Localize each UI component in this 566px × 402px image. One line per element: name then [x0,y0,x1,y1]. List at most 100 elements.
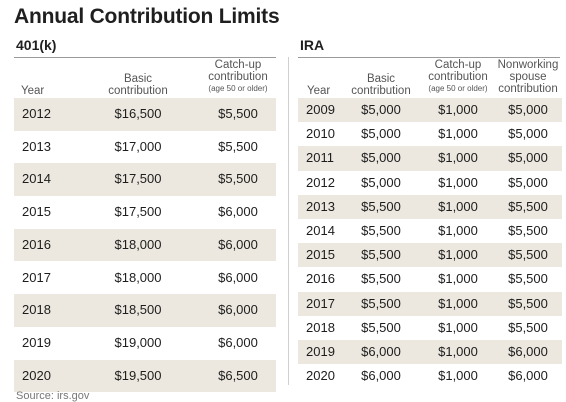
ira-cell-spouse: $5,500 [508,223,548,238]
k401-cell-year: 2017 [22,269,51,285]
k401-cell-basic: $18,000 [114,269,162,285]
k401-cell-catchup: $6,000 [218,236,258,252]
table-row: 2019 $19,000 $6,000 [14,327,276,360]
k401-cell-catchup: $6,000 [218,334,258,350]
k401-cell-basic: $19,000 [114,334,162,350]
ira-cell-year: 2015 [306,247,335,263]
ira-cell-spouse: $5,500 [508,247,548,263]
ira-cell-year: 2020 [306,368,335,384]
ira-cell-catchup: $1,000 [438,344,478,359]
ira-col-basic-line1: Basic [366,73,396,85]
ira-cell-basic: $5,000 [361,174,401,190]
ira-cell-spouse: $5,000 [508,102,548,117]
table-row: 2014 $5,500 $1,000 $5,500 [298,219,562,243]
ira-cell-year: 2010 [306,126,335,142]
ira-col-basic-line2: contribution [351,85,411,97]
page-title: Annual Contribution Limits [14,5,280,28]
ira-cell-spouse: $5,500 [508,271,548,287]
k401-cell-year: 2019 [22,334,51,350]
ira-cell-spouse: $5,500 [508,198,548,214]
ira-cell-basic: $5,500 [361,319,401,335]
table-row: 2012 $5,000 $1,000 $5,000 [298,171,562,195]
ira-col-spouse: Nonworking spouse contribution [494,59,562,95]
table-row: 2015 $5,500 $1,000 $5,500 [298,243,562,268]
k401-cell-year: 2015 [22,204,51,220]
ira-cell-year: 2013 [306,198,335,214]
table-row: 2010 $5,000 $1,000 $5,000 [298,122,562,146]
ira-cell-basic: $5,000 [361,102,401,117]
ira-cell-basic: $5,000 [361,150,401,166]
ira-cell-spouse: $5,500 [508,319,548,335]
k401-col-basic: Basic contribution [100,73,176,97]
source-note: Source: irs.gov [16,390,90,402]
table-row: 2009 $5,000 $1,000 $5,000 [298,98,562,123]
k401-cell-catchup: $6,500 [218,367,258,383]
table-row: 2018 $5,500 $1,000 $5,500 [298,316,562,340]
ira-cell-catchup: $1,000 [438,368,478,384]
k401-cell-year: 2013 [22,138,51,154]
ira-col-catchup-line1: Catch-up [434,59,482,71]
ira-cell-catchup: $1,000 [438,174,478,190]
table-row: 2016 $18,000 $6,000 [14,228,276,262]
ira-cell-basic: $5,500 [361,198,401,214]
ira-col-catchup-line3: (age 50 or older) [428,84,488,93]
k401-col-year: Year [21,85,45,97]
ira-cell-catchup: $1,000 [438,102,478,117]
ira-cell-catchup: $1,000 [438,198,478,214]
table-row: 2017 $18,000 $6,000 [14,262,276,295]
ira-cell-year: 2011 [306,150,334,166]
k401-cell-year: 2014 [22,171,51,187]
table-row: 2013 $5,500 $1,000 $5,500 [298,194,562,219]
k401-col-catchup-line2: contribution [208,71,268,83]
ira-cell-basic: $5,500 [361,223,401,238]
k401-cell-catchup: $5,500 [218,106,258,121]
ira-cell-basic: $5,500 [361,295,401,311]
k401-cell-basic: $17,000 [114,138,162,154]
ira-cell-year: 2012 [306,174,335,190]
k401-cell-catchup: $6,000 [218,204,258,220]
k401-cell-basic: $16,500 [114,106,162,121]
ira-cell-basic: $6,000 [361,368,401,384]
ira-cell-catchup: $1,000 [438,223,478,238]
k401-cell-basic: $18,000 [114,236,162,252]
table-row: 2012 $16,500 $5,500 [14,98,276,131]
ira-cell-catchup: $1,000 [438,247,478,263]
table-row: 2018 $18,500 $6,000 [14,294,276,327]
ira-cell-catchup: $1,000 [438,150,478,166]
ira-col-spouse-line3: contribution [498,83,558,95]
k401-cell-year: 2016 [22,236,51,252]
k401-cell-year: 2018 [22,302,51,318]
ira-cell-year: 2019 [306,344,335,359]
k401-heading-rule [14,57,276,58]
table-row: 2017 $5,500 $1,000 $5,500 [298,291,562,316]
k401-col-catchup: Catch-up contribution (age 50 or older) [198,59,278,95]
ira-col-catchup-line2: contribution [428,71,488,83]
ira-cell-spouse: $6,000 [508,368,548,384]
ira-cell-basic: $6,000 [361,344,401,359]
ira-cell-spouse: $5,000 [508,126,548,142]
k401-cell-basic: $19,500 [114,367,162,383]
ira-col-year: Year [307,85,331,97]
ira-col-catchup: Catch-up contribution (age 50 or older) [424,59,492,95]
ira-cell-basic: $5,500 [361,271,401,287]
ira-cell-catchup: $1,000 [438,319,478,335]
ira-cell-spouse: $5,000 [508,174,548,190]
ira-cell-basic: $5,500 [361,247,401,263]
section-divider [288,57,289,385]
k401-col-basic-line2: contribution [108,85,168,97]
ira-col-spouse-line1: Nonworking [497,59,559,71]
k401-cell-catchup: $5,500 [218,171,258,187]
k401-cell-catchup: $6,000 [218,269,258,285]
ira-cell-year: 2018 [306,319,335,335]
ira-heading: IRA [300,37,325,53]
ira-cell-spouse: $6,000 [508,344,548,359]
table-row: 2020 $19,500 $6,500 [14,359,276,393]
ira-cell-catchup: $1,000 [438,271,478,287]
table-row: 2020 $6,000 $1,000 $6,000 [298,364,562,388]
k401-col-catchup-line1: Catch-up [214,59,262,71]
ira-col-basic: Basic contribution [346,73,416,97]
ira-cell-spouse: $5,000 [508,150,548,166]
k401-cell-catchup: $6,000 [218,302,258,318]
ira-cell-catchup: $1,000 [438,126,478,142]
table-row: 2016 $5,500 $1,000 $5,500 [298,267,562,291]
